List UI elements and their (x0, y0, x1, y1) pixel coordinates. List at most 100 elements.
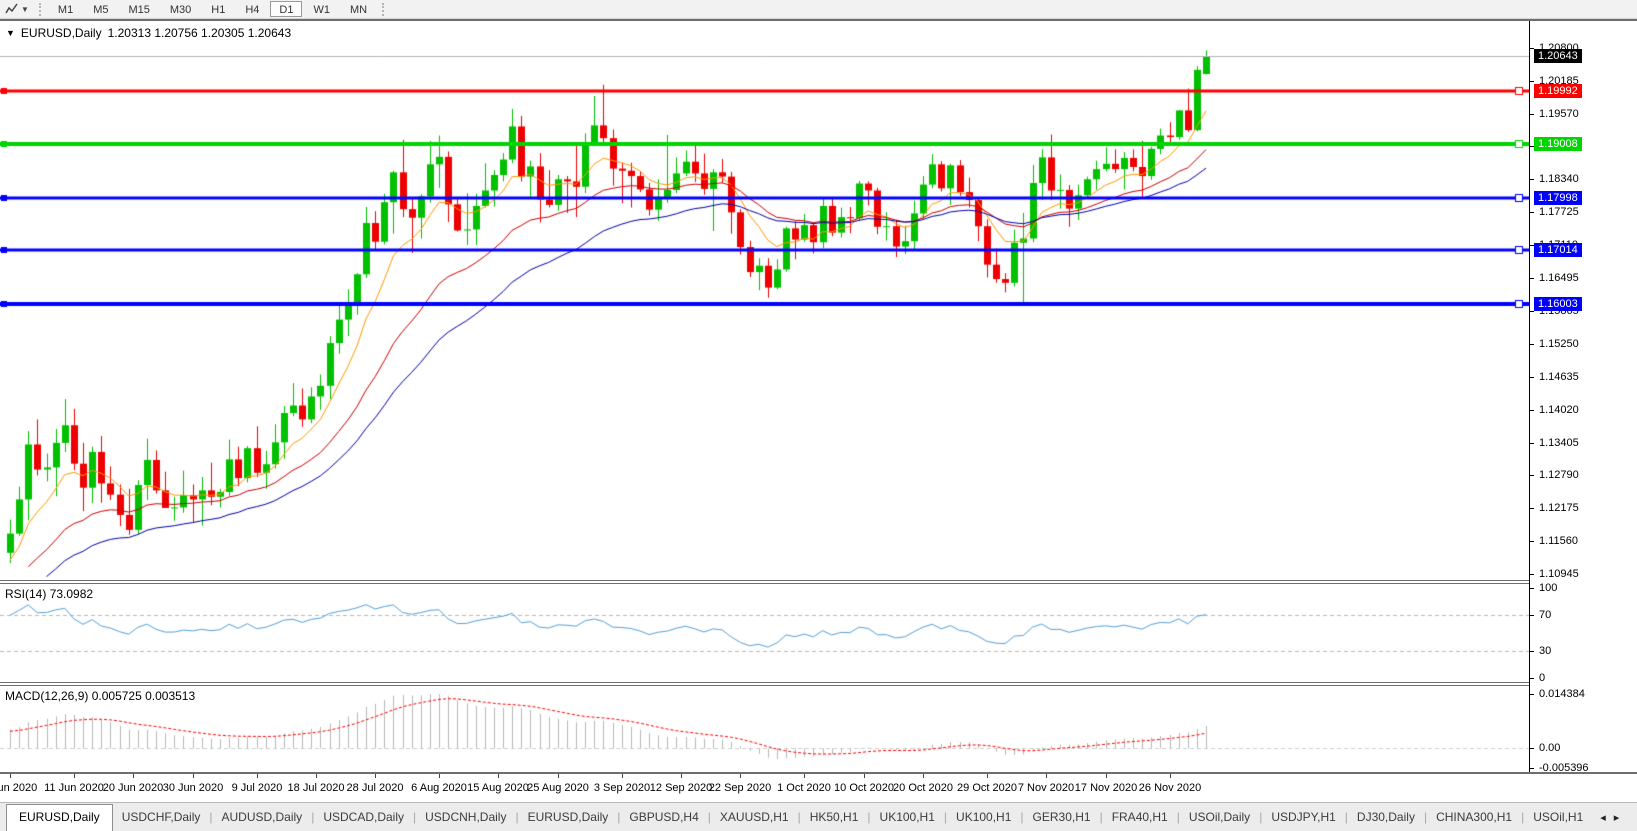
time-axis-label: 1 Oct 2020 (777, 782, 831, 794)
axis-tick (1530, 588, 1534, 589)
axis-tick (1530, 574, 1534, 575)
tab-separator: | (413, 810, 417, 824)
timeframe-button-mn[interactable]: MN (349, 4, 368, 16)
chart-tab-bar: EURUSD,Daily USDCHF,Daily | AUDUSD,Daily | US… (0, 802, 1637, 831)
time-axis-tick (498, 774, 499, 778)
timeframe-button-m1[interactable]: M1 (57, 4, 74, 16)
time-axis-label: 18 Jul 2020 (287, 782, 345, 794)
tab-separator: | (1521, 810, 1525, 824)
axis-tick (1530, 678, 1534, 679)
timeframe-button-w1[interactable]: W1 (313, 4, 330, 16)
axis-tick (1530, 311, 1534, 312)
chart-tab-ger30-h1[interactable]: GER30,H1 (1032, 810, 1091, 824)
time-axis-tick (987, 774, 988, 778)
price-line-badge: 1.19008 (1534, 137, 1582, 151)
chart-symbol-label: EURUSD,Daily (20, 26, 102, 40)
price-axis-label: 1.12175 (1539, 502, 1579, 514)
tab-scroll-right-icon[interactable]: ▸ (1613, 811, 1628, 824)
axis-tick (1530, 615, 1534, 616)
tab-separator: | (1176, 810, 1180, 824)
rsi-panel: RSI(14) 73.0982 (0, 584, 1529, 682)
rsi-label: RSI(14) 73.0982 (5, 587, 94, 601)
chart-tab-eurusd-daily[interactable]: EURUSD,Daily (527, 810, 609, 824)
axis-tick (1530, 410, 1534, 411)
macd-label: MACD(12,26,9) 0.005725 0.003513 (5, 689, 196, 703)
timeframe-button-m30[interactable]: M30 (169, 4, 192, 16)
tab-separator: | (867, 810, 871, 824)
chart-tab-gbpusd-h4[interactable]: GBPUSD,H4 (629, 810, 699, 824)
tab-separator: | (1099, 810, 1103, 824)
tab-separator: | (707, 810, 711, 824)
tab-separator: | (943, 810, 948, 824)
chart-tab-dj30-daily[interactable]: DJ30,Daily (1356, 810, 1415, 824)
macd-values: 0.005725 0.003513 (91, 689, 196, 703)
price-axis-label: 1.10945 (1539, 568, 1579, 580)
panel-splitter-rsi[interactable] (0, 580, 1637, 584)
time-axis-tick (622, 774, 623, 778)
chart-tab-usdcnh-daily[interactable]: USDCNH,Daily (425, 810, 507, 824)
time-axis-tick (316, 774, 317, 778)
time-axis-label: 7 Nov 2020 (1017, 782, 1075, 794)
macd-canvas[interactable] (0, 686, 1529, 772)
time-axis-label: 26 Nov 2020 (1138, 782, 1202, 794)
tab-separator: | (1259, 810, 1263, 824)
axis-tick (1530, 443, 1534, 444)
time-axis-tick (133, 774, 134, 778)
chart-tab-usdjpy-h1[interactable]: USDJPY,H1 (1271, 810, 1336, 824)
tab-scroll-left-icon[interactable]: ◂ (1600, 811, 1614, 824)
chart-tab-fra40-h1[interactable]: FRA40,H1 (1111, 810, 1168, 824)
axis-tick (1530, 377, 1534, 378)
price-axis-label: 1.17725 (1539, 206, 1579, 218)
time-axis-tick (923, 774, 924, 778)
chart-menu-arrow-icon[interactable]: ▼ (6, 28, 15, 38)
chart-title: ▼ EURUSD,Daily 1.20313 1.20756 1.20305 1… (6, 26, 291, 40)
price-axis[interactable]: 1.208001.201851.195701.189551.183401.177… (1529, 21, 1637, 774)
axis-tick (1530, 694, 1534, 695)
time-axis-label: 10 Oct 2020 (834, 782, 894, 794)
price-axis-label: 1.16495 (1539, 272, 1579, 284)
timeframe-button-m5[interactable]: M5 (93, 4, 109, 16)
chart-tab-eurusd-daily[interactable]: EURUSD,Daily (6, 803, 113, 831)
chart-tab-china300-h1[interactable]: CHINA300,H1 (1436, 810, 1513, 824)
chart-tab-usoil-daily[interactable]: USOil,Daily (1188, 810, 1251, 824)
timeframe-button-d1[interactable]: D1 (270, 1, 303, 17)
macd-axis-label: 0.00 (1539, 742, 1561, 754)
time-axis-tick (257, 774, 258, 778)
chart-tab-usdcad-daily[interactable]: USDCAD,Daily (323, 810, 404, 824)
axis-tick (1530, 245, 1534, 246)
tab-separator: | (617, 810, 621, 824)
time-axis-label: 15 Aug 2020 (467, 782, 529, 794)
macd-axis-label: 0.014384 (1539, 688, 1585, 700)
chart-tab-audusd-daily[interactable]: AUDUSD,Daily (221, 810, 303, 824)
price-axis-label: 1.18340 (1539, 173, 1579, 185)
chart-tab-uk100-h1[interactable]: UK100,H1 (956, 810, 1012, 824)
time-axis-tick (1106, 774, 1107, 778)
axis-tick (1530, 748, 1534, 749)
chart-tab-usdchf-daily[interactable]: USDCHF,Daily (121, 810, 201, 824)
time-axis-tick (1170, 774, 1171, 778)
timeframe-button-m15[interactable]: M15 (128, 4, 150, 16)
chart-tab-hk50-h1[interactable]: HK50,H1 (809, 810, 859, 824)
timeframe-button-h1[interactable]: H1 (211, 4, 226, 16)
rsi-axis-label: 70 (1539, 609, 1552, 621)
chart-tab-uk100-h1[interactable]: UK100,H1 (879, 810, 935, 824)
crosshair-tool-button[interactable]: ▼ (0, 1, 34, 18)
axis-tick (1530, 475, 1534, 476)
toolbar: ▼ M1 M5 M15 M30 H1 H4 D1 W1 MN (0, 0, 1637, 19)
chart-tab-xauusd-h1[interactable]: XAUUSD,H1 (719, 810, 789, 824)
main-chart-canvas[interactable] (0, 21, 1529, 580)
price-axis-label: 1.13405 (1539, 437, 1579, 449)
chart-tab-usoil-h1[interactable]: USOil,H1 (1533, 810, 1584, 824)
tab-scroll-arrows: ◂▸ (1600, 811, 1633, 824)
rsi-canvas[interactable] (0, 584, 1529, 682)
panel-splitter-macd[interactable] (0, 682, 1637, 686)
toolbar-grip (38, 2, 43, 16)
timeframe-button-h4[interactable]: H4 (245, 4, 260, 16)
axis-tick (1530, 48, 1534, 49)
time-axis-label: 2 Jun 2020 (0, 782, 38, 794)
macd-panel: MACD(12,26,9) 0.005725 0.003513 (0, 686, 1529, 772)
tab-separator: | (515, 810, 519, 824)
price-axis-label: 1.14635 (1539, 371, 1579, 383)
price-axis-label: 1.14020 (1539, 404, 1579, 416)
